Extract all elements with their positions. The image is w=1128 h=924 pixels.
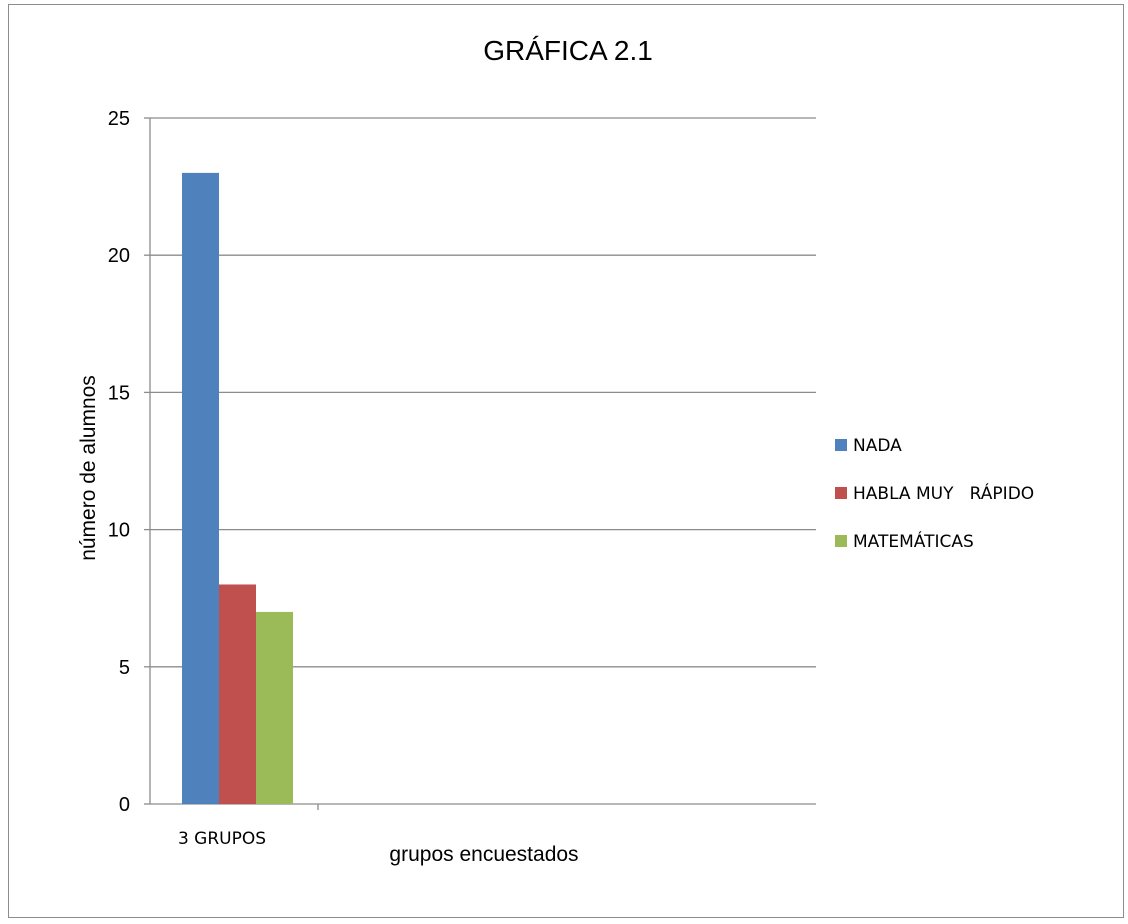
legend-entry: NADA [853,436,902,456]
bar-habla-muy-r-pido [219,584,256,804]
y-tick-label: 25 [108,108,130,130]
legend-swatch [835,439,847,451]
y-tick-label: 15 [108,382,130,404]
legend-swatch [835,535,847,547]
bar-matem-ticas [256,611,293,804]
x-category-labels: 3 GRUPOS [178,829,266,849]
bars [182,172,293,804]
y-tick-label: 0 [119,794,130,816]
chart-title: GRÁFICA 2.1 [483,35,653,66]
y-tick-label: 20 [108,245,130,267]
y-axis-title: número de alumnos [77,375,100,561]
legend-entry: HABLA MUY RÁPIDO [853,482,1034,504]
y-tick-label: 10 [108,520,130,542]
y-tick-label: 5 [119,657,130,679]
bar-nada [182,172,219,804]
x-category-label: 3 GRUPOS [178,829,266,849]
y-tick-labels: 0 5 10 15 20 25 [108,108,130,816]
legend: NADA HABLA MUY RÁPIDO MATEMÁTICAS [835,436,1034,552]
legend-entry: MATEMÁTICAS [853,530,974,552]
legend-swatch [835,487,847,499]
x-axis-title: grupos encuestados [389,843,578,866]
